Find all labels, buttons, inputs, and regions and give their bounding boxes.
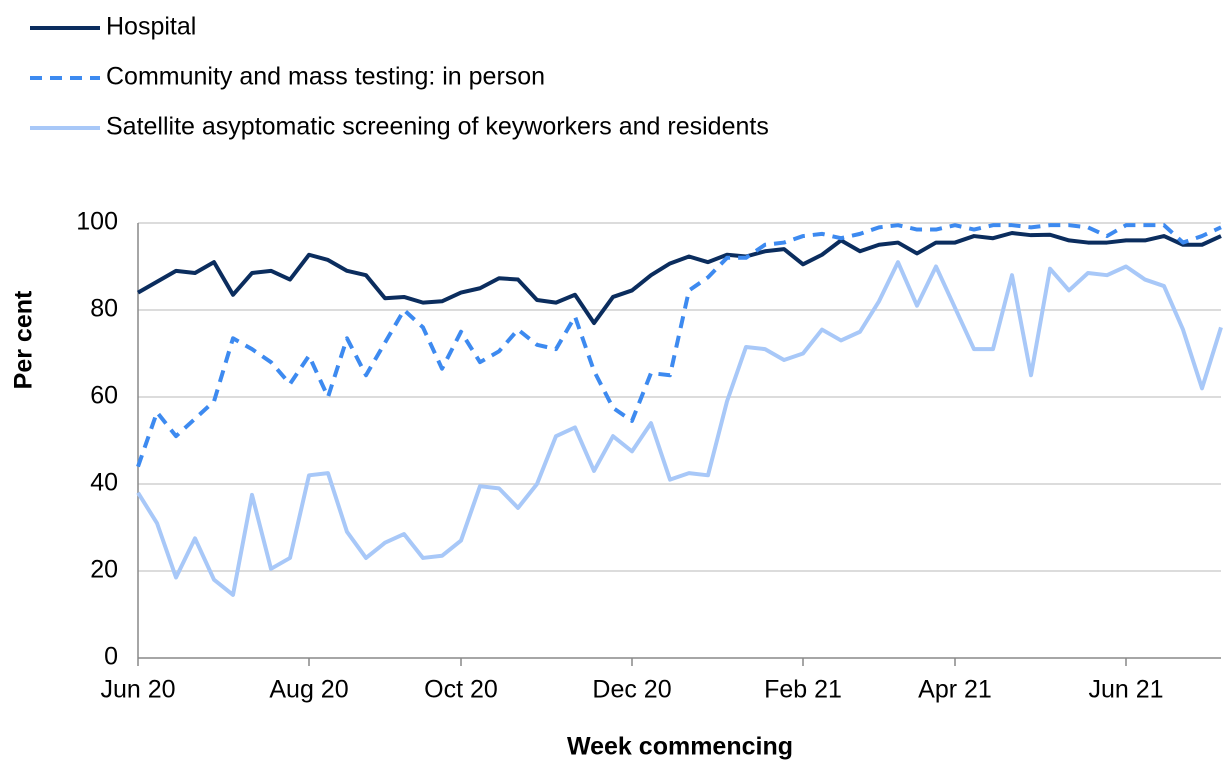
x-tick-label: Dec 20 (592, 676, 671, 704)
x-axis-label: Week commencing (567, 733, 793, 761)
legend-label: Community and mass testing: in person (106, 63, 545, 91)
legend-label: Satellite asyptomatic screening of keywo… (106, 113, 769, 141)
y-tick-label: 100 (76, 208, 118, 236)
line-series (137, 231, 1222, 326)
y-tick-label: 80 (90, 295, 118, 323)
line-series (136, 260, 1223, 597)
x-tick-label: Jun 21 (1088, 676, 1163, 704)
x-tick-label: Feb 21 (764, 676, 842, 704)
y-tick-label: 20 (90, 556, 118, 584)
x-tick-label: Oct 20 (424, 676, 498, 704)
legend-label: Hospital (106, 13, 196, 41)
y-tick-label: 40 (90, 469, 118, 497)
y-tick-label: 0 (104, 643, 118, 671)
y-axis-label: Per cent (10, 290, 38, 389)
x-tick-label: Apr 21 (918, 676, 992, 704)
x-tick-label: Aug 20 (269, 676, 348, 704)
x-tick-label: Jun 20 (100, 676, 175, 704)
y-tick-label: 60 (90, 382, 118, 410)
